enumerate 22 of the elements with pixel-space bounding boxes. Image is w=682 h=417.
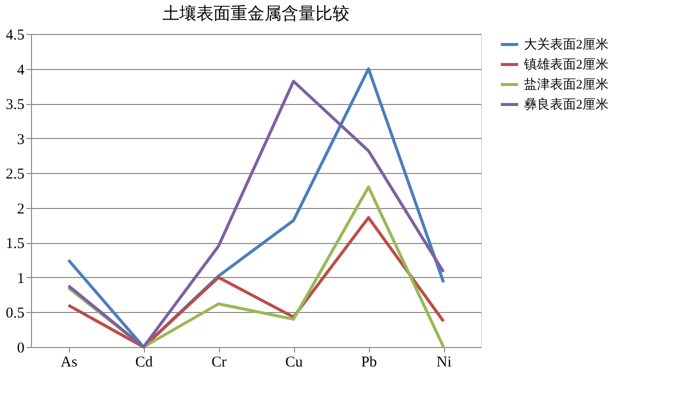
- chart-title: 土壤表面重金属含量比较: [162, 4, 350, 23]
- legend-label: 大关表面2厘米: [524, 36, 608, 52]
- legend-label: 镇雄表面2厘米: [523, 56, 608, 72]
- x-tick-label: Cd: [135, 354, 154, 370]
- y-tick-label: 2.5: [6, 166, 24, 183]
- x-tick-label: Pb: [361, 354, 377, 370]
- y-tick-label: 2: [17, 201, 24, 218]
- y-tick-label: 1: [17, 270, 24, 287]
- y-tick-label: 4.5: [6, 28, 24, 44]
- x-tick-label: As: [60, 354, 78, 370]
- y-tick-label: 3.5: [6, 97, 24, 114]
- y-tick-label: 0: [17, 340, 24, 356]
- line-series: [67, 216, 445, 348]
- y-tick-label: 1.5: [6, 236, 24, 252]
- y-tick-label: 0.5: [6, 306, 24, 322]
- x-tick-label: Cu: [285, 354, 304, 370]
- x-tick-label: Ni: [436, 354, 452, 370]
- legend-label: 盐津表面2厘米: [524, 76, 608, 92]
- y-tick-label: 3: [17, 132, 24, 148]
- legend-label: 彝良表面2厘米: [524, 96, 608, 112]
- x-tick-label: Cr: [212, 354, 227, 370]
- y-tick-label: 4: [17, 62, 25, 78]
